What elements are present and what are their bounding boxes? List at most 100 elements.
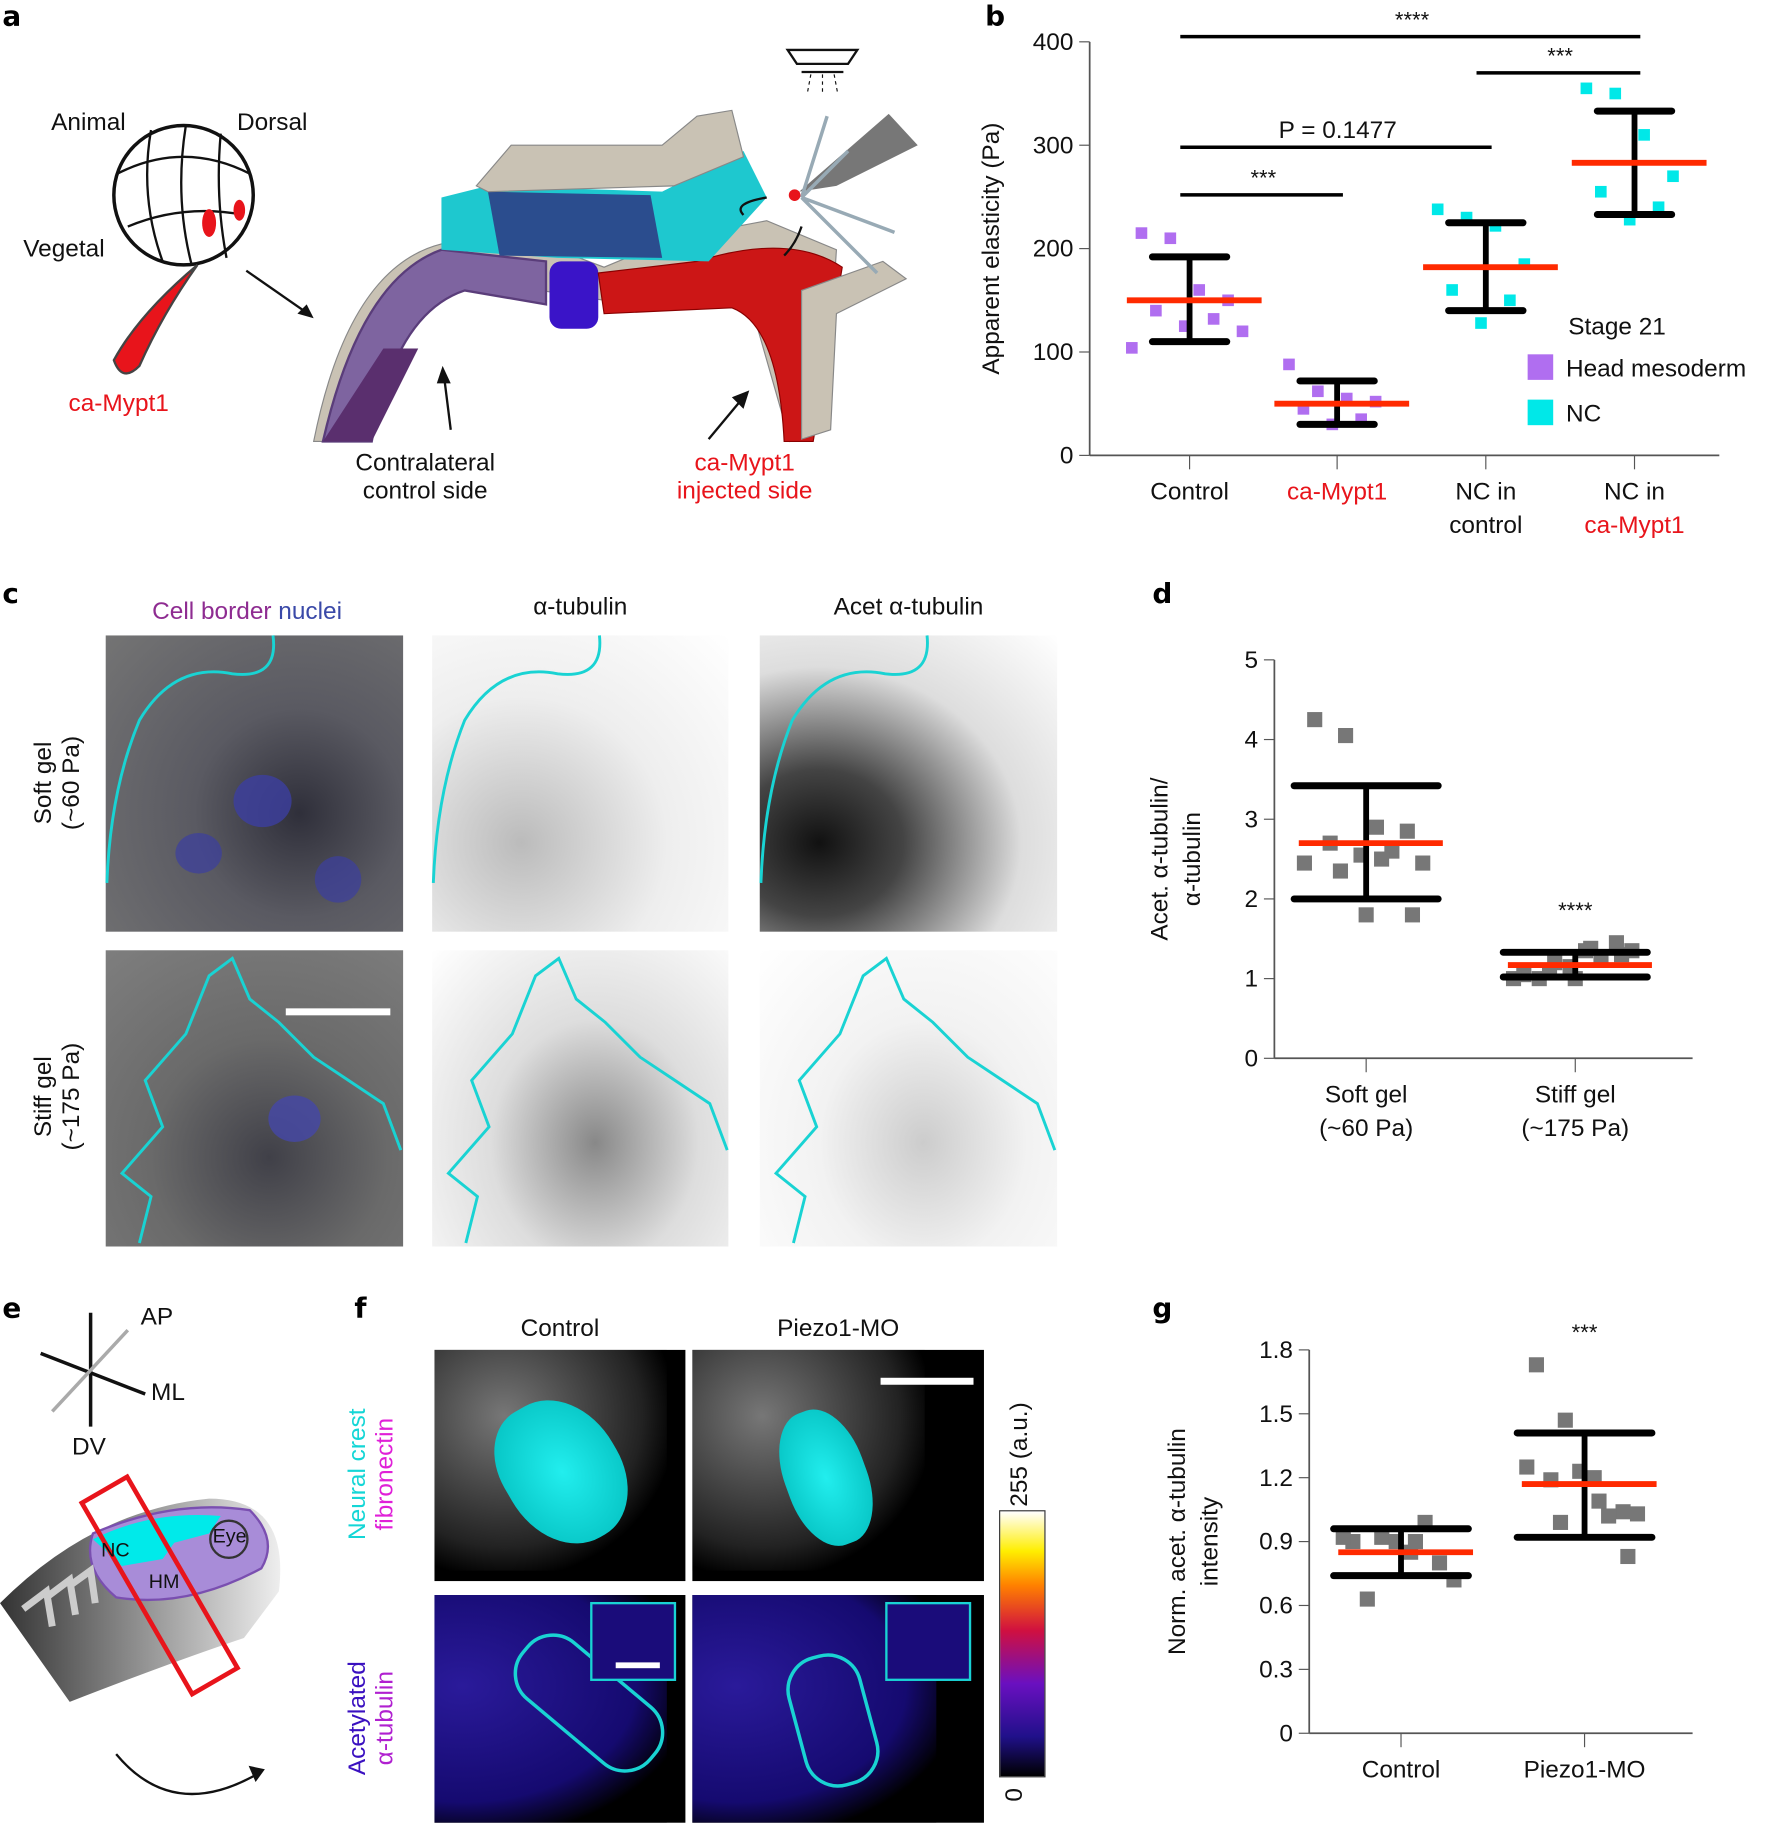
data-point <box>1312 385 1324 398</box>
arrow <box>245 269 312 317</box>
y-axis-label: Acet. α-tubulin/ <box>1147 777 1174 940</box>
injection-needle <box>112 263 199 375</box>
data-point <box>1595 185 1607 198</box>
y-axis-label: intensity <box>1196 1496 1223 1586</box>
column-header-cell-border-nuclei: Cell border nuclei <box>152 598 342 626</box>
category-label: ca-Mypt1 <box>1584 512 1684 539</box>
data-point <box>1236 325 1249 338</box>
label-control-side-line2: control side <box>362 477 488 505</box>
data-point <box>1355 413 1367 426</box>
embryo-sphere <box>112 123 255 267</box>
data-point <box>1504 294 1516 307</box>
panel-label-a: a <box>2 0 22 33</box>
y-tick-label: 0.3 <box>1259 1656 1293 1683</box>
explant-3d <box>312 109 908 443</box>
label-control-side: Contralateral control side <box>325 450 525 506</box>
significance-label: P = 0.1477 <box>1279 117 1397 144</box>
panel-label-d: d <box>1152 577 1173 610</box>
y-axis-label: α-tubulin <box>1179 812 1206 906</box>
y-tick-label: 3 <box>1245 806 1259 833</box>
data-point <box>1431 1555 1448 1571</box>
data-point <box>1404 907 1421 923</box>
micrograph-stiff-brightfield <box>105 950 404 1247</box>
micrograph-control-acet <box>434 1595 686 1823</box>
label-injected-side-line1: ca-Mypt1 <box>694 449 795 477</box>
data-point <box>1126 342 1138 354</box>
legend-swatch <box>1527 399 1554 426</box>
y-tick-label: 200 <box>1033 236 1074 263</box>
column-header-control: Control <box>520 1315 600 1342</box>
category-label: (~60 Pa) <box>1319 1115 1413 1142</box>
label-dorsal: Dorsal <box>236 109 308 136</box>
data-point <box>1601 1508 1617 1524</box>
data-point <box>1207 313 1220 325</box>
data-point <box>1591 1493 1607 1509</box>
data-point <box>1332 863 1348 879</box>
data-point <box>1431 203 1444 216</box>
data-point <box>1608 935 1624 951</box>
y-tick-label: 1.5 <box>1259 1401 1293 1428</box>
embryo-explant-diagram <box>112 48 918 443</box>
y-tick-label: 300 <box>1033 132 1074 159</box>
afm-probe-icon <box>739 48 918 275</box>
micrograph-piezo-acet <box>692 1595 984 1823</box>
scale-bar <box>285 1008 391 1016</box>
chart-b: 0 100 200 300 400 Apparent elasticity (Pa) Con… <box>978 7 1746 539</box>
data-point <box>1135 227 1148 239</box>
data-point <box>1296 855 1312 871</box>
data-point <box>1415 855 1431 871</box>
panel-label-g: g <box>1152 1291 1173 1325</box>
data-point <box>1528 1357 1544 1373</box>
data-point <box>1164 232 1177 245</box>
category-label: Stiff gel <box>1535 1081 1616 1108</box>
significance-label: **** <box>1395 7 1430 32</box>
data-point <box>1374 1529 1390 1545</box>
inset <box>590 1601 677 1681</box>
panel-label-c: c <box>2 577 19 610</box>
data-point <box>1667 170 1679 183</box>
micrograph-stiff-tubulin <box>432 950 729 1247</box>
data-point <box>1475 317 1487 329</box>
data-point <box>1283 358 1295 371</box>
data-point <box>1193 284 1206 296</box>
micrograph-stiff-acet-tubulin <box>759 950 1058 1247</box>
label-eye: Eye <box>212 1525 247 1548</box>
micrograph-soft-tubulin <box>432 635 729 932</box>
chart-d: 0 1 2 3 4 5 Acet. α-tubulin/α-tubulin Soft gel (… <box>1147 647 1693 1142</box>
category-label: ca-Mypt1 <box>1287 479 1387 506</box>
label-hm: HM <box>148 1570 180 1593</box>
legend-title: Stage 21 <box>1568 314 1666 341</box>
legend-label: Head mesoderm <box>1566 355 1746 382</box>
data-point <box>1340 392 1353 405</box>
label-nc: NC <box>101 1539 130 1562</box>
data-point <box>1557 1412 1573 1428</box>
category-label: Control <box>1150 479 1229 506</box>
cell-border-label: Cell border <box>152 598 272 625</box>
data-point <box>1358 907 1374 923</box>
micrograph-control-nc <box>434 1349 686 1582</box>
data-point <box>1580 82 1593 95</box>
data-point <box>1623 213 1636 226</box>
axis-label-ml: ML <box>151 1378 185 1406</box>
y-tick-label: 400 <box>1033 29 1074 56</box>
label-vegetal: Vegetal <box>23 235 105 263</box>
significance-label: *** <box>1572 1320 1598 1345</box>
data-point <box>1335 1529 1351 1545</box>
data-point <box>1407 1534 1423 1550</box>
legend-swatch <box>1527 354 1554 380</box>
data-point <box>1620 1548 1636 1565</box>
data-point <box>1652 201 1665 214</box>
category-label: (~175 Pa) <box>1521 1115 1629 1142</box>
data-point <box>1552 1514 1569 1530</box>
label-control-side-line1: Contralateral <box>355 449 496 477</box>
data-point <box>1307 712 1323 728</box>
inset <box>885 1601 972 1681</box>
legend-label: NC <box>1566 401 1601 428</box>
category-label: Control <box>1362 1756 1441 1783</box>
micrograph-soft-acet-tubulin <box>759 635 1058 932</box>
data-point <box>1368 819 1384 835</box>
axis-label-ap: AP <box>140 1303 174 1331</box>
category-label: control <box>1449 512 1522 539</box>
